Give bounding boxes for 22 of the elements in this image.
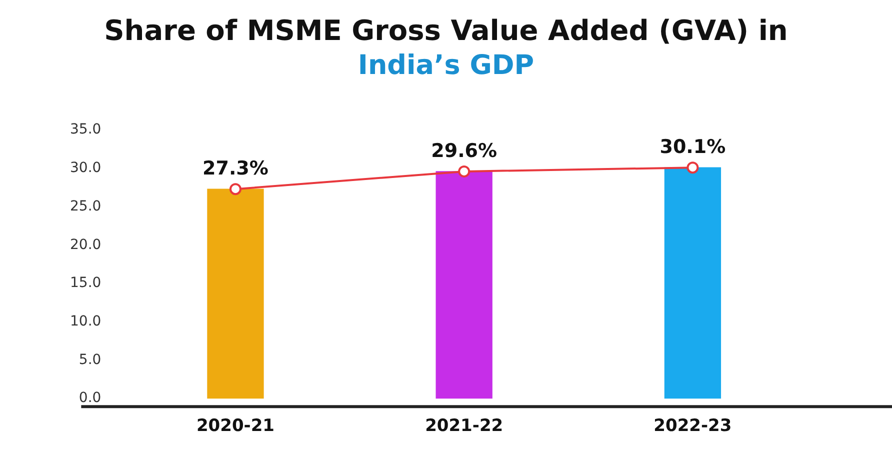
y-tick-label: 30.0 bbox=[70, 160, 102, 176]
y-tick-label: 5.0 bbox=[78, 352, 102, 368]
point bbox=[458, 165, 470, 178]
x-tick-label: 2021-22 bbox=[425, 416, 504, 436]
y-tick-label: 35.0 bbox=[70, 122, 102, 138]
chart-subtitle: India’s GDP bbox=[356, 50, 536, 82]
bar bbox=[664, 167, 722, 399]
chart-title: Share of MSME Gross Value Added (GVA) in bbox=[103, 14, 789, 48]
x-tick-label: 2022-23 bbox=[654, 416, 732, 436]
point bbox=[686, 162, 699, 174]
y-tick-label: 10.0 bbox=[70, 314, 102, 330]
bar bbox=[207, 188, 264, 399]
data-label: 27.3% bbox=[202, 158, 268, 180]
y-tick-label: 25.0 bbox=[70, 198, 102, 214]
data-label: 30.1% bbox=[660, 136, 726, 158]
data-label: 29.6% bbox=[431, 140, 498, 162]
y-tick-label: 20.0 bbox=[70, 236, 102, 253]
y-tick-label: 15.0 bbox=[70, 275, 102, 292]
bar bbox=[436, 171, 492, 399]
x-tick-label: 2020-21 bbox=[196, 416, 274, 436]
y-tick-label: 0.0 bbox=[78, 390, 102, 406]
point bbox=[229, 183, 242, 196]
